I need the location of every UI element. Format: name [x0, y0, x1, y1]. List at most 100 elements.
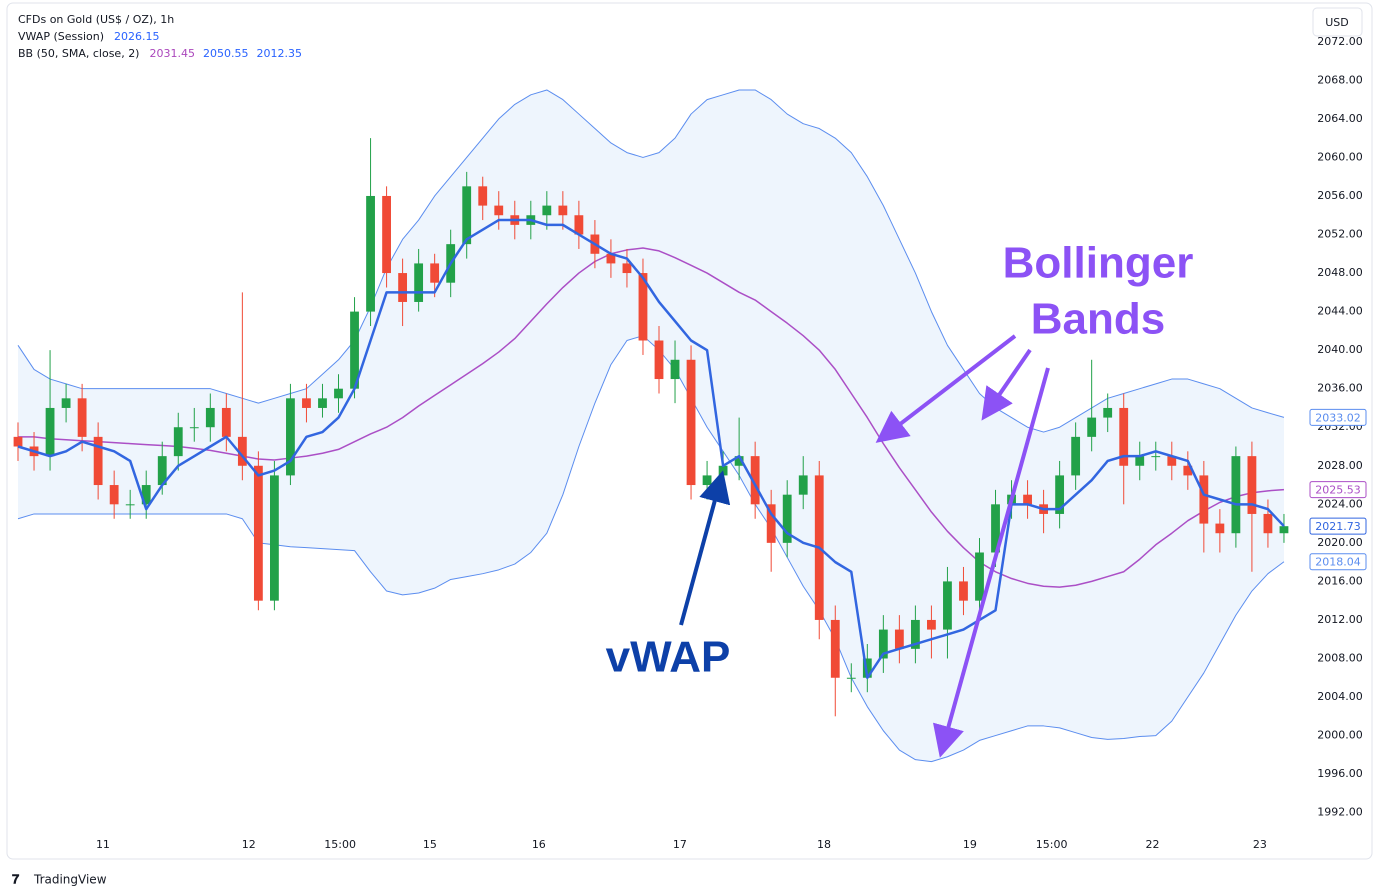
- legend: VWAP (Session) 2026.15 BB (50, SMA, close,…: [18, 30, 302, 60]
- candle-body: [1103, 407, 1113, 418]
- candle-body: [1119, 407, 1129, 466]
- candle-body: [718, 465, 728, 476]
- y-tick-label: 2012.00: [1317, 613, 1363, 626]
- candle-body: [462, 186, 472, 245]
- candle-body: [221, 407, 231, 437]
- y-tick-label: 2036.00: [1317, 382, 1363, 395]
- chart-title: CFDs on Gold (US$ / OZ), 1h: [18, 13, 174, 26]
- y-tick-label: 2044.00: [1317, 305, 1363, 318]
- y-tick-label: 2028.00: [1317, 459, 1363, 472]
- x-tick-label: 23: [1253, 838, 1267, 851]
- candle-body: [750, 456, 760, 505]
- candle-body: [782, 494, 792, 543]
- y-tick-label: 1992.00: [1317, 806, 1363, 819]
- y-tick-label: 2000.00: [1317, 729, 1363, 742]
- candle-body: [61, 398, 71, 408]
- y-tick-label: 2024.00: [1317, 497, 1363, 510]
- candle-body: [45, 407, 55, 457]
- candle-body: [943, 581, 952, 630]
- candle-body: [318, 398, 327, 408]
- candle-body: [93, 436, 103, 486]
- annotation-arrows: [679, 334, 1050, 758]
- y-tick-label: 2068.00: [1317, 73, 1363, 86]
- y-tick-label: 2008.00: [1317, 651, 1363, 664]
- legend-value: 2026.15: [114, 30, 160, 43]
- candle-body: [1279, 526, 1289, 534]
- candle-body: [1231, 456, 1241, 534]
- candle-body: [286, 398, 295, 476]
- candle-body: [846, 677, 856, 679]
- candle-body: [975, 552, 984, 601]
- price-tag-label: 2025.53: [1315, 484, 1361, 497]
- candle-body: [959, 581, 968, 601]
- candle-body: [766, 504, 776, 543]
- x-tick-label: 11: [96, 838, 110, 851]
- candle-body: [1055, 475, 1065, 514]
- candle-body: [270, 475, 279, 601]
- price-tag-label: 2018.04: [1315, 556, 1361, 569]
- logo-mark: 𝟕: [12, 873, 20, 888]
- candle-body: [1247, 456, 1257, 514]
- candle-body: [494, 205, 504, 216]
- candle-body: [1087, 417, 1097, 437]
- candle-body: [253, 465, 263, 601]
- arrow: [875, 334, 1017, 443]
- candle-body: [670, 359, 680, 380]
- legend-name: VWAP (Session): [18, 30, 104, 43]
- candle-body: [334, 388, 343, 399]
- y-tick-label: 2060.00: [1317, 150, 1363, 163]
- band-line: [18, 247, 1285, 588]
- axes: 1992.00 1996.00 2000.00 2004.00 2008.00 2012.…: [96, 35, 1367, 851]
- candle-body: [991, 504, 1000, 553]
- candle-body: [1215, 523, 1225, 534]
- candle-body: [382, 195, 391, 274]
- candle-body: [1199, 475, 1209, 524]
- candle-body: [173, 427, 183, 457]
- candle-body: [1151, 456, 1161, 458]
- candle-body: [109, 485, 119, 505]
- currency-button[interactable]: [1312, 7, 1363, 37]
- candle-body: [542, 205, 552, 216]
- x-tick-label: 22: [1146, 838, 1160, 851]
- candle-body: [157, 456, 167, 486]
- x-tick-label: 15: [423, 838, 437, 851]
- vwap-line: [17, 218, 1285, 680]
- band-line: [17, 335, 1285, 763]
- plot-area: [13, 89, 1289, 763]
- candle-body: [830, 619, 840, 678]
- candle-body: [622, 263, 632, 274]
- candle-body: [1135, 456, 1145, 466]
- legend-value: 2012.35: [256, 47, 302, 60]
- candle-body: [574, 215, 584, 235]
- candle-body: [1263, 513, 1273, 534]
- y-tick-label: 2072.00: [1317, 35, 1363, 48]
- price-tag: [1309, 481, 1367, 499]
- candle-body: [927, 619, 936, 630]
- x-tick-label: 16: [532, 838, 546, 851]
- candle-body: [638, 273, 648, 341]
- candle-body: [734, 456, 744, 466]
- currency-label[interactable]: USD: [1325, 16, 1349, 29]
- candle-body: [558, 205, 568, 216]
- candle-body: [894, 629, 904, 649]
- candle-body: [430, 263, 440, 283]
- y-tick-label: 2064.00: [1317, 112, 1363, 125]
- arrow: [932, 367, 1050, 758]
- candle-body: [13, 436, 23, 447]
- candle-body: [302, 398, 311, 408]
- annotation: Bands: [1031, 295, 1165, 344]
- candle-body: [398, 273, 408, 302]
- annotation: Bollinger: [1003, 239, 1194, 288]
- price-tag-label: 2021.73: [1315, 520, 1361, 533]
- candle-body: [366, 195, 375, 312]
- price-tag: [1309, 517, 1367, 535]
- y-tick-label: 2052.00: [1317, 228, 1363, 241]
- legend-value: 2031.45: [149, 47, 195, 60]
- candle-body: [141, 485, 151, 505]
- price-tag: [1309, 408, 1367, 426]
- candle-body: [1071, 436, 1081, 476]
- price-tag: [1309, 553, 1367, 571]
- candle-body: [414, 263, 424, 302]
- candle-body: [350, 311, 359, 389]
